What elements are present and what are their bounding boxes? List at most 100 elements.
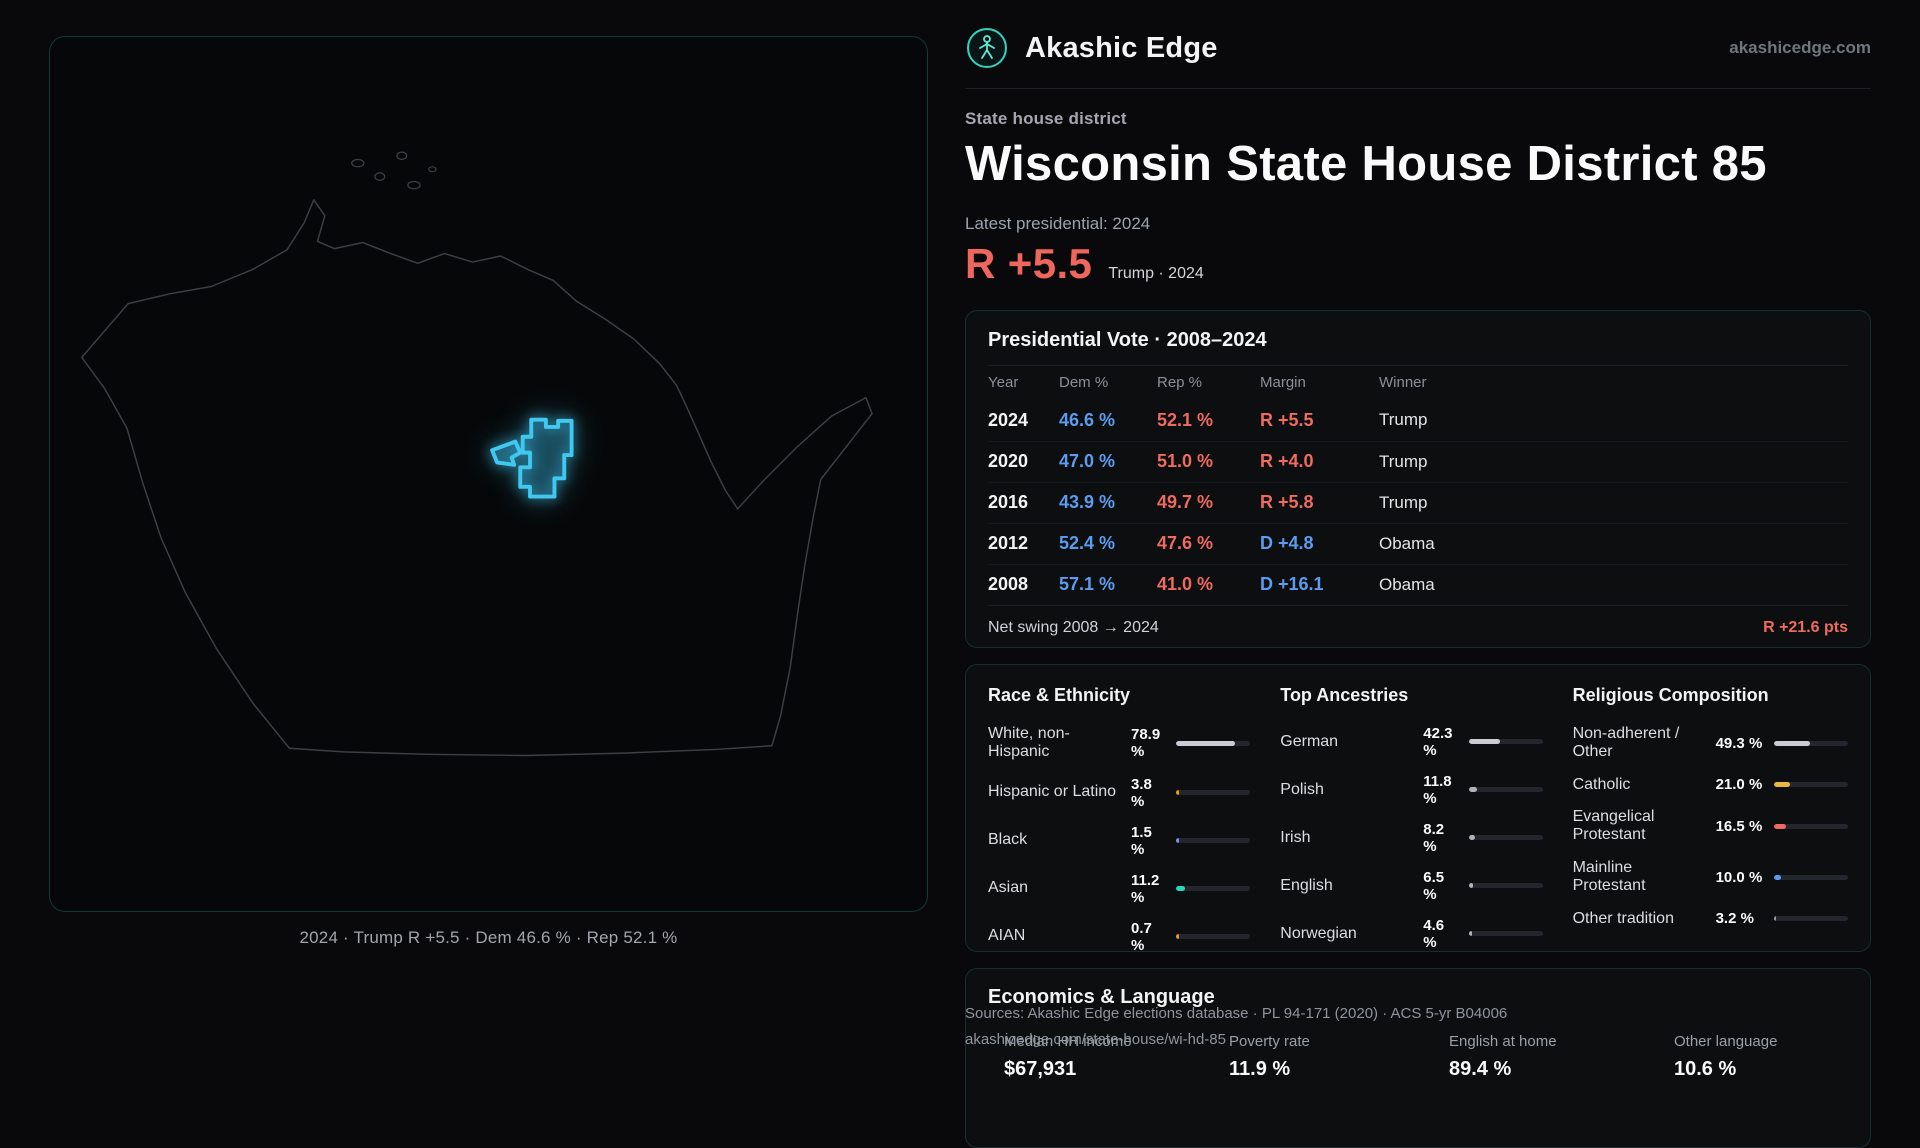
mini-bar-fill (1176, 740, 1235, 746)
pres-rep-pct: 51.0 % (1157, 451, 1214, 472)
demo-label: Polish (1280, 780, 1324, 798)
mini-bar-fill (1468, 739, 1500, 745)
demo-row: Mainline Protestant 10.0 % (1573, 852, 1848, 903)
mini-bar (1468, 787, 1543, 793)
mini-bar (1176, 790, 1251, 796)
demo-label: Non-adherent / Other (1572, 724, 1680, 761)
pres-vote-row: 2008 57.1 % 41.0 % D +16.1 Obama (988, 563, 1848, 605)
top-ancestries-title: Top Ancestries (1280, 684, 1409, 705)
pres-vote-row: 2024 46.6 % 52.1 % R +5.5 Trump (988, 400, 1848, 441)
mini-bar (1468, 931, 1543, 937)
header: Akashic Edge akashicedge.com (965, 26, 1871, 89)
pres-dem-pct: 47.0 % (1059, 451, 1116, 472)
economics-card: Economics & Language Median HH income $67… (965, 967, 1871, 1148)
pres-vote-row: 2012 52.4 % 47.6 % D +4.8 Obama (988, 522, 1848, 564)
demo-value: 49.3 % (1715, 734, 1763, 752)
demo-value: 10.0 % (1715, 868, 1763, 886)
demo-value: 0.7 % (1131, 919, 1152, 954)
pres-dem-pct: 43.9 % (1059, 492, 1116, 513)
net-swing-row: Net swing 2008 → 2024 R +21.6 pts (988, 604, 1848, 652)
apostle-island (407, 180, 421, 190)
mini-bar (1468, 835, 1543, 841)
pres-winner: Obama (1379, 574, 1435, 594)
demo-value: 42.3 % (1423, 724, 1453, 759)
pres-column-header: Year (988, 374, 1019, 392)
pres-rep-pct: 47.6 % (1157, 533, 1214, 554)
demo-row: Polish 11.8 % (1280, 766, 1543, 814)
pres-dem-pct: 52.4 % (1059, 533, 1116, 554)
pres-year: 2016 (988, 492, 1029, 513)
mini-bar (1176, 838, 1251, 844)
pres-dem-pct: 46.6 % (1059, 409, 1116, 430)
demo-value: 4.6 % (1423, 916, 1445, 951)
top-ancestries-rows: German 42.3 % Polish 11.8 % Irish 8.2 % Englis… (1280, 718, 1543, 958)
pres-column-header: Winner (1379, 374, 1427, 392)
religious-composition-title: Religious Composition (1572, 684, 1769, 705)
demo-row: Hispanic or Latino 3.8 % (988, 769, 1251, 817)
economics-stat: Median HH income $67,931 (1004, 1033, 1229, 1081)
net-swing-value: R +21.6 pts (1763, 618, 1848, 636)
economics-title: Economics & Language (988, 985, 1215, 1008)
page-title: Wisconsin State House District 85 (965, 137, 1767, 191)
pres-year: 2012 (988, 533, 1029, 554)
stat-value: 89.4 % (1449, 1057, 1512, 1080)
pres-margin: R +5.8 (1260, 492, 1314, 513)
economics-stat: English at home 89.4 % (1449, 1033, 1674, 1081)
demo-label: Norwegian (1280, 924, 1357, 942)
pres-column-header: Dem % (1059, 374, 1109, 392)
mini-bar (1176, 934, 1251, 940)
demo-row: Catholic 21.0 % (1573, 769, 1848, 801)
demo-label: Catholic (1572, 775, 1631, 793)
pres-margin: R +5.5 (1260, 409, 1314, 430)
headline-margin: R +5.5 Trump · 2024 (965, 240, 1871, 288)
mini-bar-fill (1773, 782, 1790, 788)
demo-label: Black (988, 831, 1028, 849)
demo-value: 16.5 % (1715, 817, 1763, 835)
demo-label: Evangelical Protestant (1572, 808, 1655, 844)
pres-column-header: Margin (1260, 374, 1306, 392)
mini-bar-fill (1468, 835, 1475, 841)
demo-value: 6.5 % (1423, 868, 1445, 903)
mini-bar (1773, 916, 1848, 922)
demo-row: Evangelical Protestant 16.5 % (1573, 801, 1848, 852)
mini-bar-fill (1468, 931, 1472, 937)
pres-rep-pct: 41.0 % (1157, 574, 1214, 595)
presidential-vote-title: Presidential Vote · 2008–2024 (988, 329, 1848, 366)
sources-text: Sources: Akashic Edge elections database… (965, 1005, 1508, 1022)
pres-rep-pct: 52.1 % (1157, 409, 1214, 430)
latest-presidential-label: Latest presidential: 2024 (965, 213, 1151, 233)
demo-row: Other tradition 3.2 % (1573, 903, 1848, 935)
demo-label: Mainline Protestant (1572, 858, 1646, 895)
demo-value: 3.8 % (1131, 775, 1152, 810)
mini-bar (1773, 874, 1848, 880)
mini-bar-fill (1773, 874, 1782, 880)
economics-stat: Poverty rate 11.9 % (1229, 1033, 1449, 1081)
margin-value: R +5.5 (965, 239, 1093, 287)
race-ethnicity-title: Race & Ethnicity (988, 684, 1131, 705)
presidential-vote-card: Presidential Vote · 2008–2024 Year Dem % R… (965, 309, 1871, 648)
demo-value: 1.5 % (1131, 823, 1152, 858)
pres-winner: Obama (1379, 533, 1435, 553)
pres-year: 2008 (988, 574, 1029, 595)
margin-context: Trump · 2024 (1108, 264, 1204, 282)
religious-composition-rows: Non-adherent / Other 49.3 % Catholic 21.0 %… (1573, 718, 1848, 935)
net-swing-label: Net swing 2008 → 2024 (988, 618, 1159, 636)
mini-bar (1468, 739, 1543, 745)
mini-bar (1468, 883, 1543, 889)
apostle-island (351, 158, 365, 168)
demo-label: Irish (1280, 828, 1311, 846)
stat-label: Poverty rate (1229, 1032, 1310, 1050)
mini-bar (1176, 740, 1251, 746)
demo-row: English 6.5 % (1280, 862, 1543, 910)
demo-value: 8.2 % (1423, 820, 1445, 855)
brand-domain-link[interactable]: akashicedge.com (1729, 38, 1871, 57)
demo-row: AIAN 0.7 % (988, 913, 1251, 961)
economics-stat: Other language 10.6 % (1674, 1033, 1848, 1081)
sources-link[interactable]: akashicedge.com/state-house/wi-hd-85 (965, 1031, 1226, 1048)
demographics-card: Race & Ethnicity White, non-Hispanic 78.9… (965, 663, 1871, 954)
demo-value: 78.9 % (1131, 726, 1161, 761)
stat-label: Median HH income (1004, 1032, 1132, 1050)
pres-winner: Trump (1379, 451, 1428, 471)
pres-vote-row: 2016 43.9 % 49.7 % R +5.8 Trump (988, 481, 1848, 523)
mini-bar (1176, 886, 1251, 892)
